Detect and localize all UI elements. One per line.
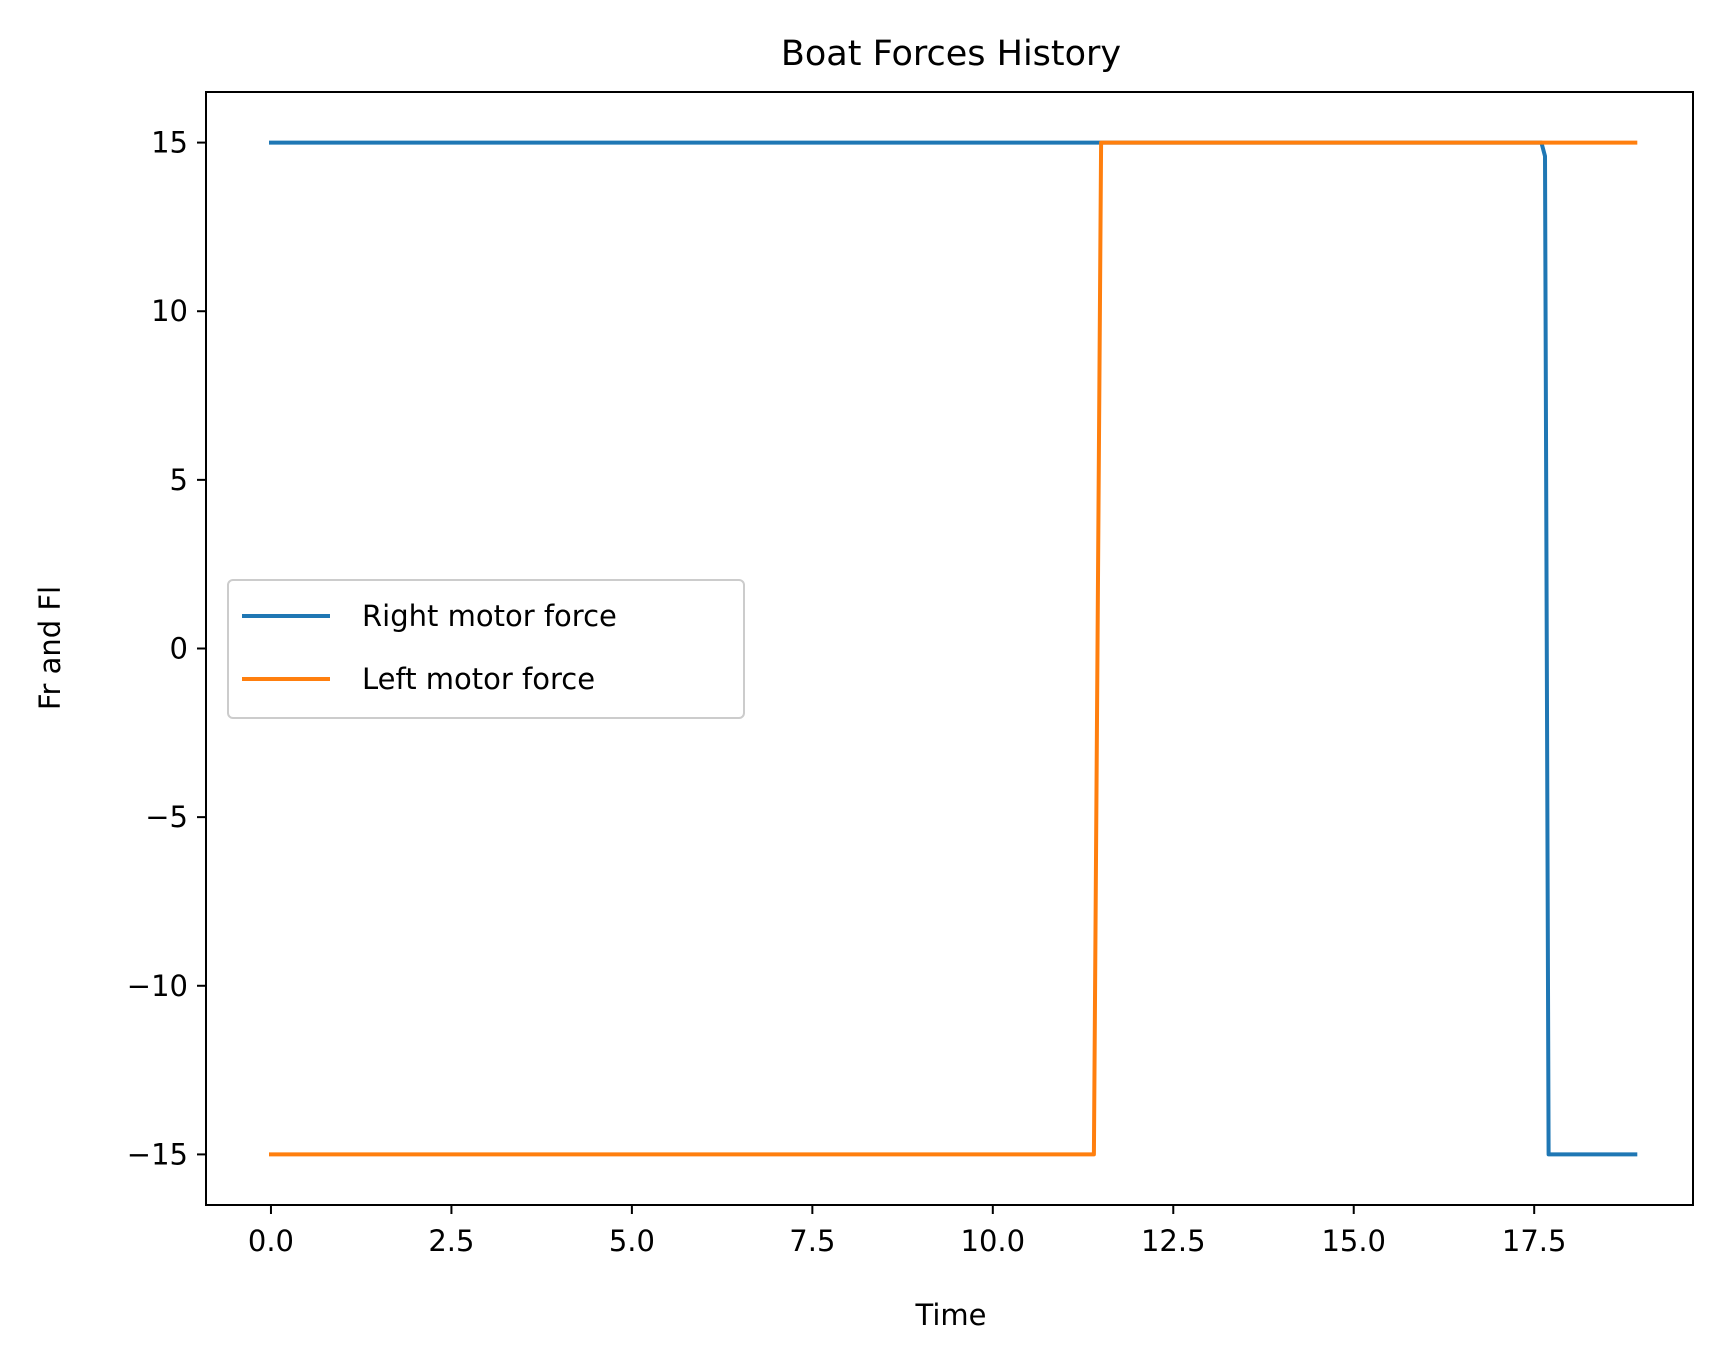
y-tick-label: −10 [127,969,188,1003]
legend-frame [227,579,745,719]
x-axis-label: Time [915,1298,987,1332]
legend-label: Left motor force [362,662,595,696]
x-tick-label: 2.5 [428,1224,474,1258]
y-axis-label: Fr and Fl [33,586,67,710]
x-tick-label: 12.5 [1141,1224,1206,1258]
x-axis-ticks: 0.0 2.5 5.0 7.5 10.0 12.5 15.0 17.5 [248,1205,1567,1258]
legend: Right motor force Left motor force [227,579,745,719]
x-tick-label: 0.0 [248,1224,294,1258]
legend-label: Right motor force [362,599,617,633]
y-tick-label: 10 [151,294,188,328]
y-tick-label: 0 [170,632,188,666]
y-tick-label: 5 [170,463,188,497]
x-tick-label: 17.5 [1502,1224,1567,1258]
y-tick-label: −5 [145,800,188,834]
y-tick-label: −15 [127,1137,188,1171]
series-layer [269,140,1638,1157]
y-axis-ticks: −15 −10 −5 0 5 10 15 [127,126,206,1171]
chart-title: Boat Forces History [781,34,1121,74]
x-tick-label: 15.0 [1321,1224,1386,1258]
x-tick-label: 7.5 [789,1224,835,1258]
series-line-left-motor-force [269,140,1638,1157]
y-tick-label: 15 [151,126,188,160]
x-tick-label: 5.0 [609,1224,655,1258]
x-tick-label: 10.0 [961,1224,1026,1258]
